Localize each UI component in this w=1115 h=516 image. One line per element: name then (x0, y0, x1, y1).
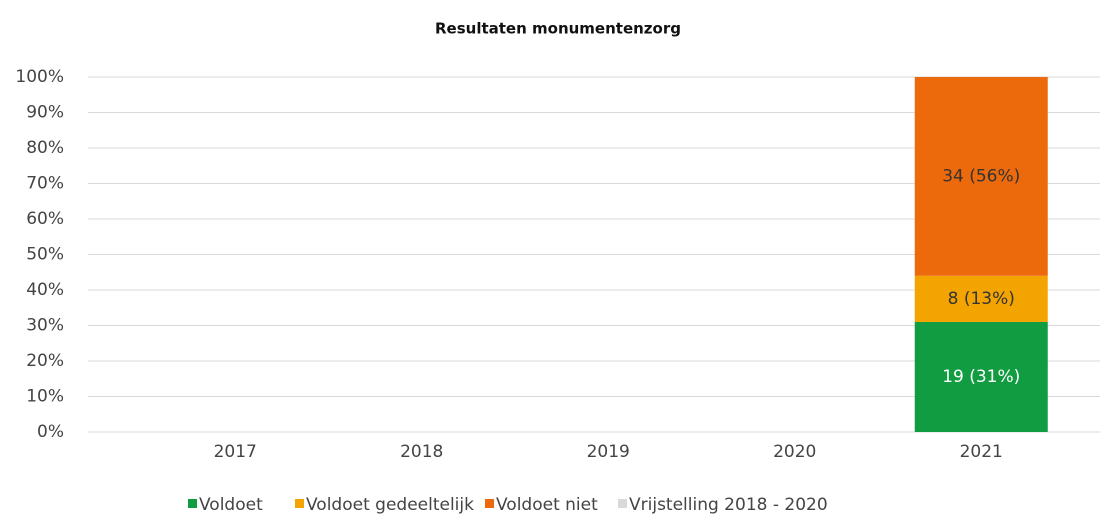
x-tick-label: 2020 (773, 442, 816, 462)
y-tick-label: 40% (26, 280, 64, 300)
data-label: 8 (13%) (948, 289, 1015, 309)
y-tick-label: 20% (26, 351, 64, 371)
y-tick-label: 70% (26, 174, 64, 194)
legend-label: Voldoet gedeeltelijk (306, 495, 474, 515)
x-tick-label: 2018 (400, 442, 443, 462)
y-tick-label: 30% (26, 316, 64, 336)
legend-swatch (295, 499, 304, 508)
chart-title: Resultaten monumentenzorg (435, 20, 681, 38)
x-tick-label: 2017 (214, 442, 257, 462)
bar-segment (914, 77, 1048, 276)
legend-label: Voldoet (199, 495, 263, 515)
bar-segment (914, 275, 1048, 322)
y-tick-label: 10% (26, 387, 64, 407)
legend-label: Vrijstelling 2018 - 2020 (629, 495, 828, 515)
y-tick-label: 60% (26, 209, 64, 229)
y-tick-label: 90% (26, 103, 64, 123)
data-label: 19 (31%) (942, 367, 1020, 387)
bar-segment (914, 321, 1048, 432)
x-tick-label: 2019 (587, 442, 630, 462)
legend-swatch (485, 499, 494, 508)
y-tick-label: 80% (26, 138, 64, 158)
x-tick-label: 2021 (960, 442, 1003, 462)
y-tick-label: 100% (15, 67, 64, 87)
data-label: 34 (56%) (942, 166, 1020, 186)
legend-swatch (618, 499, 627, 508)
legend-label: Voldoet niet (496, 495, 598, 515)
legend-swatch (188, 499, 197, 508)
y-tick-label: 50% (26, 245, 64, 265)
y-tick-label: 0% (37, 422, 64, 442)
